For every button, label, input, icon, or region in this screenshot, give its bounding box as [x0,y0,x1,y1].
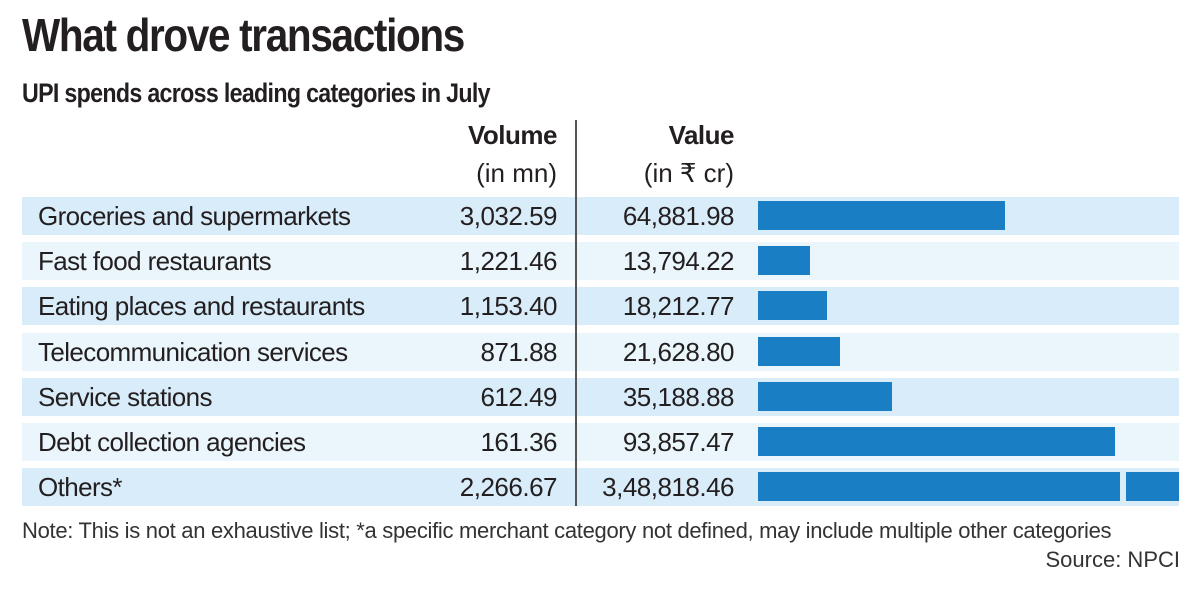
value-cell: 93,857.47 [622,427,735,457]
volume-cell: 161.36 [480,427,557,457]
category-label: Telecommunication services [38,336,348,367]
table-row: Eating places and restaurants 1,153.40 18,… [22,287,1179,326]
chart-subtitle: UPI spends across leading categories in … [22,78,491,108]
volume-cell: 2,266.67 [459,472,558,503]
value-header-label: Value [668,120,735,150]
table-row: Others* 2,266.67 3,48,818.46 [22,468,1179,507]
category-label: Groceries and supermarkets [38,201,351,231]
volume-cell: 1,153.40 [459,291,558,322]
table-row: Telecommunication services 871.88 21,628.8… [22,332,1179,371]
value-bar [758,246,810,276]
value-cell: 3,48,818.46 [602,472,734,503]
value-cell: 13,794.22 [622,246,735,277]
footnote: Note: This is not an exhaustive list; *a… [22,518,1112,543]
volume-cell: 1,221.46 [459,246,558,277]
category-label: Debt collection agencies [38,427,306,457]
value-cell: 21,628.80 [622,336,735,367]
category-label: Eating places and restaurants [38,291,365,322]
volume-cell: 871.88 [480,336,557,367]
value-bar [758,201,1005,230]
value-cell: 18,212.77 [622,291,735,322]
value-bar [758,336,840,366]
value-cell: 64,881.98 [622,201,735,231]
value-bar [758,427,1115,456]
table-row: Fast food restaurants 1,221.46 13,794.22 [22,242,1179,281]
volume-column-header: Volume (in mn) [420,116,557,192]
table-row: Service stations 612.49 35,188.88 [22,377,1179,416]
table-row: Debt collection agencies 161.36 93,857.47 [22,423,1179,461]
category-label: Fast food restaurants [38,246,272,277]
category-label: Service stations [38,381,213,412]
source-credit: Source: NPCI [1045,547,1181,572]
volume-header-unit: (in mn) [476,158,557,188]
value-bar-continuation [1126,472,1179,502]
volume-cell: 3,032.59 [459,201,558,231]
category-label: Others* [38,472,123,503]
volume-cell: 612.49 [480,381,557,412]
value-bar [758,291,827,321]
table-row: Groceries and supermarkets 3,032.59 64,881… [22,197,1179,235]
volume-header-label: Volume [468,120,557,150]
value-bar [758,472,1120,502]
value-bar [758,381,892,411]
column-divider [575,120,577,506]
chart-title: What drove transactions [22,9,465,61]
value-column-header: Value (in ₹ cr) [590,116,735,192]
value-cell: 35,188.88 [622,381,735,412]
value-header-unit: (in ₹ cr) [643,158,734,188]
